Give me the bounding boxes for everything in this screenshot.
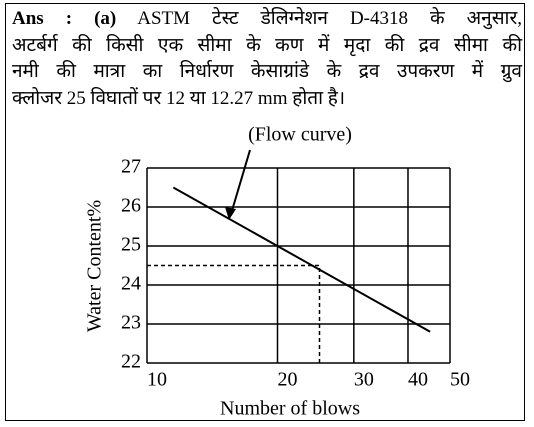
- annotation: (Flow curve): [248, 124, 352, 146]
- x-tick-label: 30: [354, 369, 374, 391]
- answer-line-text: अटर्बर्ग की किसी एक सीमा के कण में मृदा …: [12, 34, 522, 56]
- answer-line-text: ASTM टेस्ट डेलिग्नेशन D-4318 के अनुसार,: [137, 8, 523, 29]
- x-tick-label: 20: [277, 369, 297, 391]
- annotation-arrow: [230, 149, 251, 215]
- answer-label: Ans : (a): [12, 8, 117, 29]
- x-tick-label: 50: [450, 369, 470, 391]
- y-tick-label: 26: [121, 195, 141, 217]
- x-tick-label: 40: [408, 369, 428, 391]
- y-tick-label: 23: [121, 312, 141, 334]
- answer-line: अटर्बर्ग की किसी एक सीमा के कण में मृदा …: [12, 33, 522, 60]
- y-tick-label: 27: [121, 156, 141, 178]
- answer-line: नमी की मात्रा का निर्धारण केसाग्रांडे के…: [12, 59, 522, 86]
- y-tick-label: 22: [121, 351, 141, 373]
- answer-line: Ans : (a) ASTM टेस्ट डेलिग्नेशन D-4318 क…: [12, 6, 522, 33]
- answer-line-text: नमी की मात्रा का निर्धारण केसाग्रांडे के…: [12, 61, 522, 82]
- answer-line-text: क्लोजर 25 विघातों पर 12 या 12.27 mm होता…: [12, 87, 346, 109]
- y-tick-label: 24: [121, 273, 141, 295]
- arrow-head: [225, 207, 236, 220]
- y-tick-label: 25: [121, 234, 141, 256]
- reference-line: [147, 264, 321, 363]
- frame: [5, 3, 525, 421]
- answer-line: क्लोजर 25 विघातों पर 12 या 12.27 mm होता…: [12, 86, 522, 113]
- x-tick-label: 10: [147, 369, 167, 391]
- y-axis-title: Water Content%: [84, 200, 106, 332]
- answer-text: Ans : (a) ASTM टेस्ट डेलिग्नेशन D-4318 क…: [12, 6, 522, 112]
- flow-curve: [172, 186, 431, 333]
- x-axis-title: Number of blows: [220, 398, 360, 420]
